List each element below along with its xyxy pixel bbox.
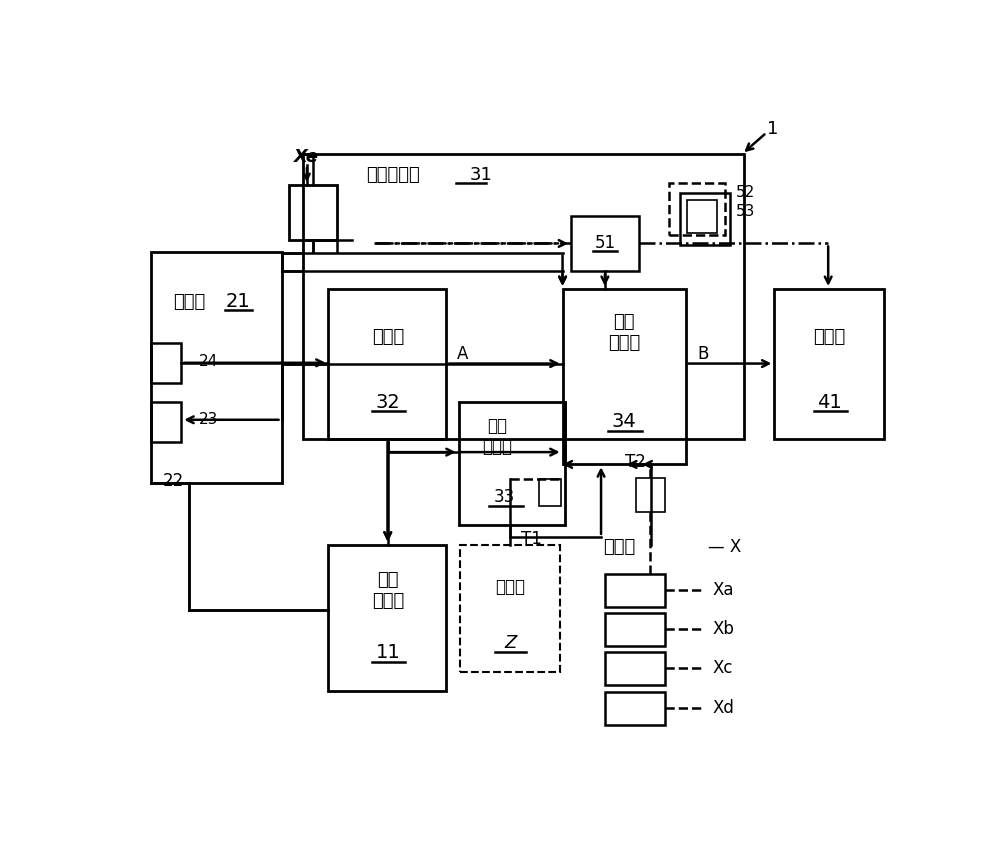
Text: B: B — [697, 345, 709, 363]
Text: 34: 34 — [612, 412, 637, 431]
Text: 控制部: 控制部 — [372, 327, 404, 346]
Bar — [605, 613, 665, 646]
Text: 53: 53 — [736, 204, 755, 220]
Text: 光源
驱动部: 光源 驱动部 — [372, 572, 404, 610]
Text: 操作部: 操作部 — [603, 538, 635, 555]
Bar — [605, 692, 665, 725]
Bar — [289, 185, 337, 240]
Bar — [328, 289, 446, 439]
Bar — [151, 343, 181, 382]
Bar — [605, 574, 665, 607]
Text: 31: 31 — [470, 166, 493, 184]
Text: 52: 52 — [736, 185, 755, 200]
Bar — [460, 544, 560, 672]
Bar — [151, 252, 282, 483]
Text: Xd: Xd — [713, 699, 735, 717]
Text: 24: 24 — [199, 354, 218, 369]
Bar — [669, 182, 725, 235]
Text: 内窥镜: 内窥镜 — [173, 293, 205, 311]
Text: Xc: Xc — [713, 660, 733, 678]
Bar — [151, 402, 181, 442]
Bar — [571, 215, 639, 271]
Text: 41: 41 — [817, 393, 842, 411]
Text: 23: 23 — [199, 412, 218, 427]
Text: Xe: Xe — [294, 148, 319, 166]
Text: Z: Z — [504, 634, 516, 652]
Bar — [459, 402, 565, 525]
Bar — [605, 652, 665, 685]
Bar — [687, 200, 717, 232]
Text: 22: 22 — [163, 472, 184, 490]
Text: 11: 11 — [375, 643, 400, 661]
Bar — [563, 289, 686, 465]
Text: 32: 32 — [375, 393, 400, 411]
Bar — [774, 289, 884, 439]
Text: 21: 21 — [225, 293, 250, 311]
Bar — [636, 477, 665, 512]
Bar — [539, 479, 561, 506]
Text: — X: — X — [708, 538, 741, 555]
Text: Xa: Xa — [713, 581, 734, 599]
Text: T1: T1 — [521, 530, 542, 548]
Text: 51: 51 — [594, 234, 615, 253]
Text: 1: 1 — [767, 120, 778, 137]
Text: 异常
检测部: 异常 检测部 — [482, 417, 512, 456]
Bar — [680, 192, 730, 245]
Text: 33: 33 — [494, 488, 515, 505]
Text: 视频处理器: 视频处理器 — [366, 166, 420, 184]
Text: 显示部: 显示部 — [814, 327, 846, 346]
Text: T2: T2 — [625, 453, 646, 471]
Text: 图像
生成部: 图像 生成部 — [608, 314, 640, 352]
Text: A: A — [457, 345, 468, 363]
Text: Xb: Xb — [713, 620, 735, 639]
Text: 照相机: 照相机 — [495, 577, 525, 596]
Bar — [328, 544, 446, 691]
Bar — [303, 154, 744, 439]
